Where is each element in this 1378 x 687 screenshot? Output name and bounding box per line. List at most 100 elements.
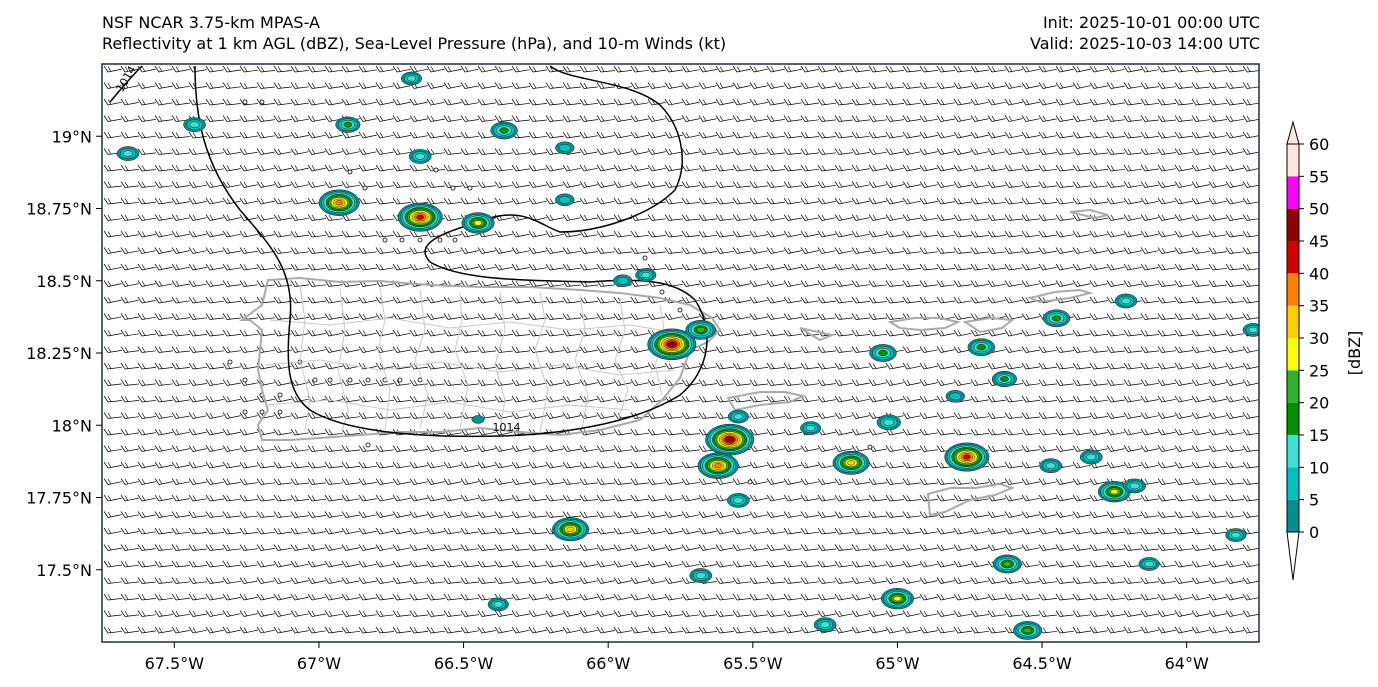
reflectivity-cell [555,193,575,207]
colorbar-tick-label: 40 [1309,264,1329,283]
lon-tick-label: 64°W [1165,654,1209,673]
calm-wind-marker [677,307,683,313]
calm-wind-marker [259,409,265,415]
latitude-axis: 19°N 18.75°N 18.5°N 18.25°N 18°N 17.75°N 17.5°… [26,127,102,580]
colorbar-tick-label: 15 [1309,426,1329,445]
title-left: NSF NCAR 3.75-km MPAS-A Reflectivity at … [102,12,726,54]
calm-wind-marker [399,237,405,243]
reflectivity-cell [689,568,713,583]
culebra-coastline [799,327,836,342]
calm-wind-marker [467,185,473,191]
reflectivity-cell [813,617,837,632]
reflectivity-cell [727,493,750,508]
calm-wind-marker [347,377,353,383]
colorbar-tick-label: 10 [1309,458,1329,477]
lon-tick-label: 66.5°W [434,654,494,673]
colorbar-tick-label: 55 [1309,167,1329,186]
calm-wind-marker [452,237,458,243]
colorbar-segment [1287,305,1299,338]
calm-wind-marker [382,237,388,243]
reflectivity-cell [318,189,360,216]
colorbar: 0 5 10 15 20 25 30 35 40 45 50 55 60 [1286,120,1329,581]
reflectivity-cell [635,268,657,282]
reflectivity-cell [991,370,1017,388]
reflectivity-cell [800,421,822,435]
reflectivity-cell [876,414,901,431]
colorbar-extend-low [1286,531,1300,581]
reflectivity-cell [992,554,1022,574]
lat-tick-label: 17.5°N [36,561,92,580]
reflectivity-cell [727,409,749,424]
reflectivity-cell [1138,557,1160,571]
colorbar-segment [1287,144,1299,177]
calm-wind-marker [417,237,423,243]
colorbar-tick-label: 35 [1309,297,1329,316]
calm-wind-marker [433,167,439,173]
colorbar-segment [1287,176,1299,209]
lat-tick-label: 18°N [52,416,92,435]
reflectivity-cell [869,344,897,362]
wind-barbs [103,65,1259,634]
calm-wind-marker [365,442,371,448]
calm-wind-marker [642,255,648,261]
reflectivity-cell [487,597,509,612]
reflectivity-cell [471,415,485,424]
reflectivity-cell [552,517,590,542]
reflectivity-cell [1013,621,1043,640]
vieques-coastline [726,391,807,412]
calm-wind-marker [450,185,456,191]
calm-wind-marker [437,237,443,243]
reflectivity-cell [408,149,432,164]
lat-tick-label: 18.25°N [26,344,92,363]
lat-tick-label: 18.5°N [36,272,92,291]
tortola-coastline [1026,288,1094,304]
colorbar-segment [1287,241,1299,274]
calm-wind-marker [867,444,873,450]
reflectivity-cell [490,121,518,140]
colorbar-tick-label: 50 [1309,200,1329,219]
colorbar-label: [dBZ] [1345,331,1364,376]
longitude-axis: 67.5°W 67°W 66.5°W 66°W 65.5°W 65°W 64.5°W 64°W [145,642,1209,673]
calm-wind-marker [347,169,353,175]
reflectivity-cell [1042,309,1071,328]
reflectivity-cell [945,390,965,403]
reflectivity-cell [1123,478,1146,494]
isobar-1014-west [194,65,708,438]
lon-tick-label: 67°W [297,654,341,673]
reflectivity-cell [612,274,633,288]
colorbar-segment [1287,370,1299,403]
reflectivity-cell [944,442,990,472]
lon-tick-label: 66°W [586,654,630,673]
calm-wind-marker [242,99,248,105]
calm-wind-marker [259,99,265,105]
isobar-1014-corner [109,65,143,103]
calm-wind-marker [659,289,665,295]
colorbar-tick-label: 60 [1309,135,1329,154]
reflectivity-cell [555,141,575,155]
lat-tick-label: 17.75°N [26,489,92,508]
wind-barb-field [103,65,1259,634]
reflectivity-cell [697,452,739,479]
st-thomas-coastline [887,317,962,332]
lon-tick-label: 67.5°W [145,654,205,673]
reflectivity-cell [335,116,361,133]
reflectivity-cell [400,71,422,86]
reflectivity-cell [1242,323,1259,337]
colorbar-segment [1287,273,1299,306]
anegada-coastline [1069,208,1109,220]
reflectivity-cell [967,338,996,357]
colorbar-segment [1287,467,1299,500]
colorbar-tick-label: 25 [1309,361,1329,380]
calm-wind-marker [277,392,283,398]
municipal-borders [264,284,691,433]
st-john-coastline [962,316,1015,334]
calm-wind-marker [362,185,368,191]
reflectivity-cell [647,328,697,361]
isobar-label: 1014 [492,421,520,434]
calm-wind-marker [365,377,371,383]
calm-wind-marker [277,409,283,415]
reflectivity-cell [183,117,206,133]
reflectivity-cell [1114,293,1138,309]
reflectivity-cell [1079,449,1103,465]
reflectivity-cell [685,319,717,340]
